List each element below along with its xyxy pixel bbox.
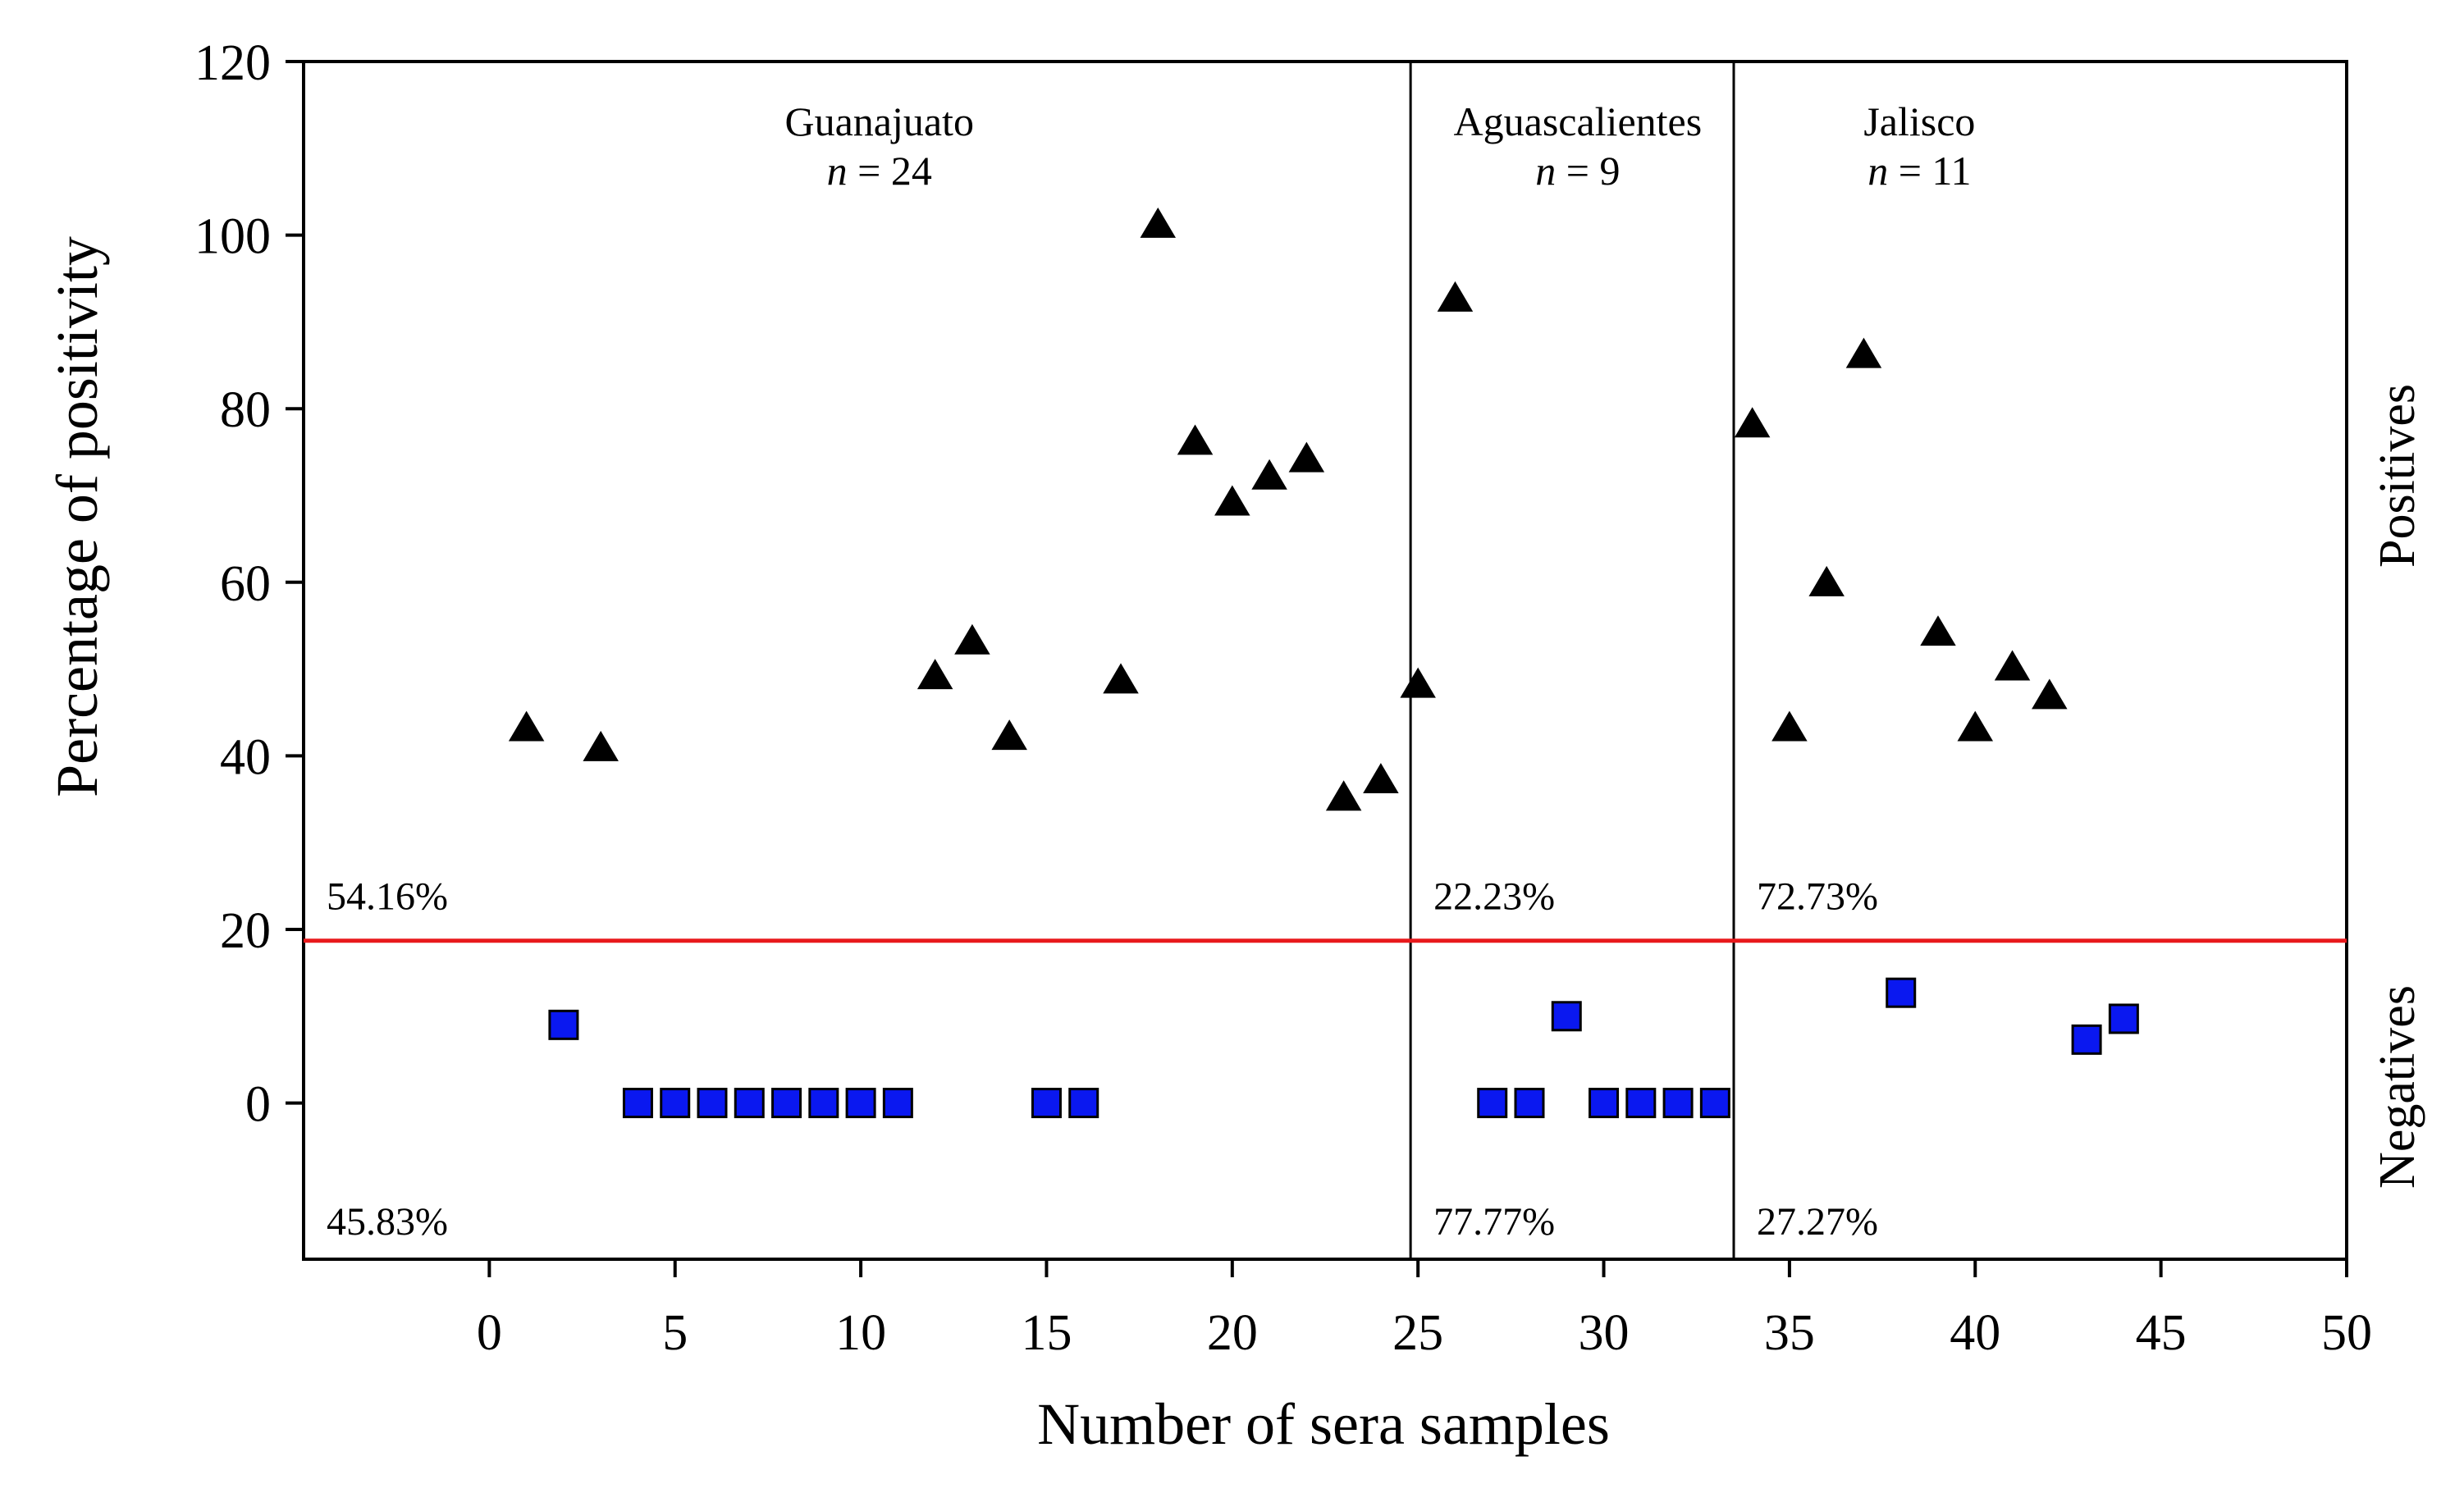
positive-marker <box>583 730 619 761</box>
negative-marker <box>1514 1088 1545 1119</box>
negative-marker <box>2071 1024 2102 1055</box>
positive-marker <box>1771 710 1808 742</box>
negative-marker <box>697 1088 728 1119</box>
positive-marker <box>1957 710 1994 742</box>
n-value: = 24 <box>848 148 932 194</box>
n-symbol: n <box>1535 148 1556 194</box>
y-tick-label: 60 <box>220 556 271 612</box>
x-tick-label: 50 <box>2321 1305 2372 1361</box>
positive-marker <box>508 710 545 742</box>
n-value: = 11 <box>1888 148 1971 194</box>
positive-marker <box>1363 763 1399 794</box>
negative-marker <box>2108 1003 2139 1034</box>
region-name-aguascalientes: Aguascalientes <box>1454 98 1703 144</box>
positive-percentage: 54.16% <box>327 875 448 919</box>
x-axis-title: Number of sera samples <box>1037 1391 1610 1457</box>
positive-marker <box>954 623 990 655</box>
positive-marker <box>1103 663 1139 694</box>
negative-marker <box>622 1088 653 1119</box>
percentage-labels: 54.16% 45.83% 22.23% 77.77% 72.73% 27.27% <box>327 875 1878 1244</box>
positive-marker <box>1994 650 2031 681</box>
data-markers <box>508 207 2139 1119</box>
plot-frame <box>302 60 2348 1261</box>
positive-marker <box>1437 281 1474 312</box>
x-tick-label: 5 <box>662 1305 688 1361</box>
axis-tick-labels: 0 20 40 60 80 100 120 0 5 10 15 20 25 30 35 40 45 50 <box>194 35 2372 1361</box>
y-tick-label: 0 <box>245 1077 271 1133</box>
positive-marker <box>1288 441 1325 473</box>
negative-marker <box>771 1088 802 1119</box>
negative-percentage: 45.83% <box>327 1200 448 1244</box>
positive-marker <box>1214 485 1250 516</box>
positive-marker <box>1140 207 1177 238</box>
n-symbol: n <box>1867 148 1888 194</box>
negative-marker <box>1662 1088 1694 1119</box>
y-tick-label: 80 <box>220 382 271 438</box>
positive-marker <box>1920 615 1956 646</box>
n-symbol: n <box>827 148 848 194</box>
negative-marker <box>1625 1088 1657 1119</box>
x-tick-label: 15 <box>1021 1305 1072 1361</box>
x-tick-label: 25 <box>1392 1305 1443 1361</box>
y-tick-label: 120 <box>194 35 271 91</box>
y-axis-title: Percentage of positivity <box>44 236 110 797</box>
region-name-jalisco: Jalisco <box>1863 98 1975 144</box>
positive-marker <box>1251 459 1287 490</box>
plot-border <box>302 60 2348 1261</box>
positive-marker <box>991 719 1027 751</box>
negative-marker <box>808 1088 839 1119</box>
negatives-side-label: Negatives <box>2370 985 2425 1189</box>
negative-marker <box>1589 1088 1620 1119</box>
x-tick-label: 35 <box>1764 1305 1815 1361</box>
x-tick-label: 10 <box>835 1305 886 1361</box>
positives-side-label: Positives <box>2370 384 2425 568</box>
y-tick-label: 100 <box>194 209 271 265</box>
x-tick-label: 20 <box>1207 1305 1258 1361</box>
x-tick-label: 0 <box>477 1305 502 1361</box>
negative-marker <box>1699 1088 1730 1119</box>
negative-percentage: 27.27% <box>1757 1200 1878 1244</box>
positive-marker <box>1400 667 1436 698</box>
positive-marker <box>1734 407 1771 438</box>
negative-marker <box>882 1088 913 1119</box>
negative-percentage: 77.77% <box>1433 1200 1555 1244</box>
negative-marker <box>548 1009 579 1040</box>
positive-marker <box>917 659 953 690</box>
y-tick-label: 40 <box>220 729 271 785</box>
positive-marker <box>1325 780 1362 811</box>
y-tick-label: 20 <box>220 903 271 959</box>
x-tick-label: 40 <box>1950 1305 2000 1361</box>
negative-marker <box>660 1088 691 1119</box>
positive-marker <box>1808 565 1845 596</box>
negative-marker <box>1477 1088 1508 1119</box>
negative-marker <box>734 1088 765 1119</box>
positive-percentage: 22.23% <box>1433 875 1555 919</box>
positive-marker <box>1177 424 1214 455</box>
n-value: = 9 <box>1556 148 1620 194</box>
positive-percentage: 72.73% <box>1757 875 1878 919</box>
region-sample-size: n = 9 <box>1535 148 1620 194</box>
axis-ticks <box>286 60 2348 1277</box>
positive-marker <box>1845 337 1882 368</box>
region-name-guanajuato: Guanajuato <box>784 98 973 144</box>
negative-marker <box>1031 1088 1062 1119</box>
negative-marker <box>1886 977 1917 1008</box>
x-tick-label: 30 <box>1579 1305 1630 1361</box>
region-sample-size: n = 11 <box>1867 148 1971 194</box>
negative-marker <box>1551 1001 1582 1032</box>
x-tick-label: 45 <box>2136 1305 2187 1361</box>
region-sample-size: n = 24 <box>827 148 932 194</box>
positive-marker <box>2032 678 2068 710</box>
region-dividers <box>1409 62 1735 1259</box>
negative-marker <box>1068 1088 1099 1119</box>
negative-marker <box>845 1088 876 1119</box>
